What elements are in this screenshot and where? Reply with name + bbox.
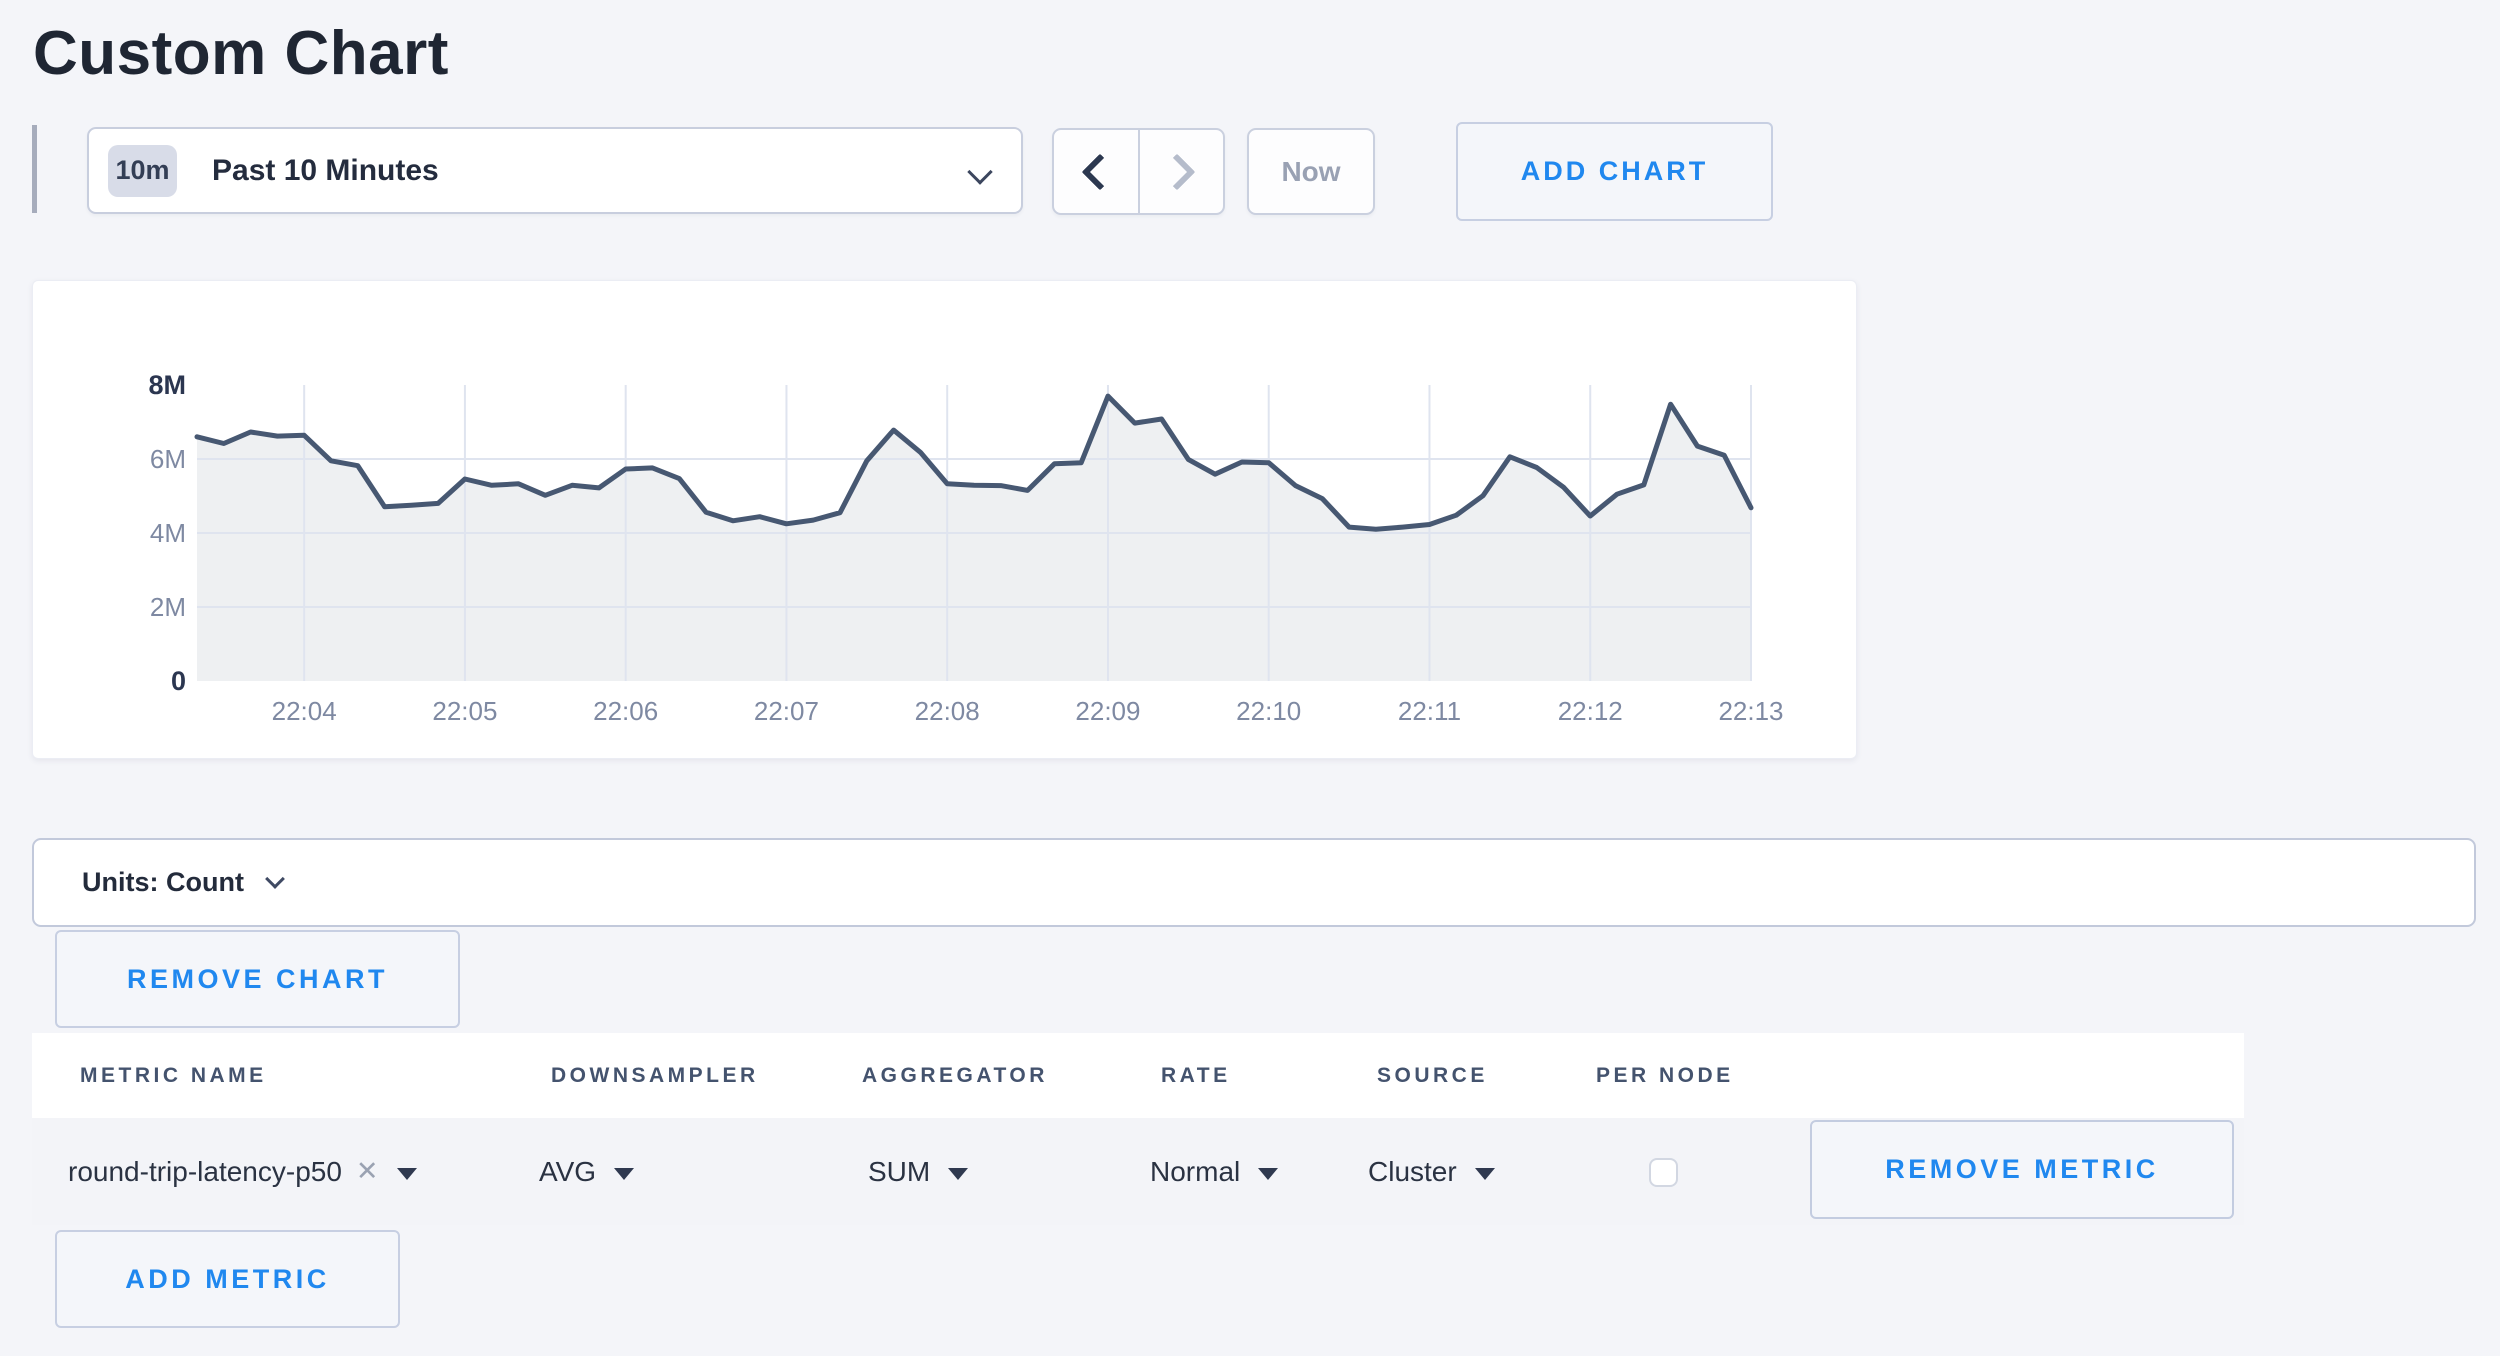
chevron-left-icon: [1081, 153, 1119, 190]
chevron-right-icon: [1158, 153, 1196, 190]
time-prev-button[interactable]: [1054, 130, 1140, 213]
y-axis-label: 8M: [148, 370, 186, 400]
y-axis-label: 6M: [149, 444, 186, 474]
rate-value: Normal: [1150, 1155, 1241, 1187]
downsampler-value: AVG: [539, 1155, 597, 1187]
column-header-downsampler: DOWNSAMPLER: [551, 1064, 759, 1087]
caret-down-icon: [1474, 1167, 1495, 1180]
data-line: [194, 393, 1754, 532]
column-header-aggregator: AGGREGATOR: [862, 1064, 1048, 1087]
column-header-metric-name: METRIC NAME: [80, 1064, 267, 1087]
x-axis-label: 22:04: [271, 696, 337, 726]
remove-metric-button[interactable]: REMOVE METRIC: [1810, 1120, 2234, 1219]
rate-select[interactable]: Normal: [1150, 1118, 1279, 1225]
time-range-label: Past 10 Minutes: [212, 153, 439, 187]
column-header-per-node: PER NODE: [1596, 1064, 1734, 1087]
time-range-badge: 10m: [108, 144, 177, 197]
time-selector-accent-bar: [32, 125, 37, 213]
x-axis-label: 22:08: [914, 696, 980, 726]
timeseries-area-chart: [194, 385, 1754, 681]
x-axis-label: 22:07: [753, 696, 819, 726]
caret-down-icon: [396, 1167, 417, 1180]
caret-down-icon: [1258, 1167, 1279, 1180]
x-axis-label: 22:13: [1718, 696, 1784, 726]
caret-down-icon: [614, 1167, 635, 1180]
chart-card: 8M 6M 4M 2M 0 22:04 22:05 22:06 22:07 22:08 22:09 2…: [32, 280, 1857, 759]
clear-metric-icon[interactable]: ✕: [355, 1156, 379, 1186]
metrics-table-header: METRIC NAME DOWNSAMPLER AGGREGATOR RATE …: [32, 1033, 2244, 1118]
x-axis-label: 22:09: [1075, 696, 1141, 726]
metric-name-value: round-trip-latency-p50: [68, 1155, 342, 1187]
aggregator-value: SUM: [868, 1155, 931, 1187]
time-nav-group: [1052, 128, 1225, 215]
y-axis-label: 0: [170, 666, 186, 696]
units-dropdown[interactable]: Units: Count: [32, 838, 2476, 927]
time-range-dropdown[interactable]: 10m Past 10 Minutes: [87, 127, 1023, 214]
add-chart-button[interactable]: ADD CHART: [1456, 122, 1773, 221]
y-axis-label: 2M: [149, 592, 186, 622]
area-fill: [197, 396, 1751, 681]
aggregator-select[interactable]: SUM: [868, 1118, 969, 1225]
time-next-button[interactable]: [1140, 130, 1224, 213]
x-axis-label: 22:10: [1236, 696, 1302, 726]
x-axis-label: 22:05: [432, 696, 498, 726]
x-axis-label: 22:12: [1557, 696, 1623, 726]
y-axis-label: 4M: [149, 518, 186, 548]
x-axis-label: 22:06: [593, 696, 659, 726]
units-label: Units: Count: [82, 867, 244, 897]
per-node-checkbox[interactable]: [1649, 1158, 1678, 1187]
downsampler-select[interactable]: AVG: [539, 1118, 635, 1225]
remove-chart-button[interactable]: REMOVE CHART: [55, 930, 460, 1028]
chevron-down-icon: [967, 159, 993, 185]
page-title: Custom Chart: [33, 19, 449, 88]
now-button[interactable]: Now: [1247, 128, 1375, 215]
source-select[interactable]: Cluster: [1368, 1118, 1495, 1225]
add-metric-button[interactable]: ADD METRIC: [55, 1230, 400, 1328]
metric-name-select[interactable]: round-trip-latency-p50 ✕: [68, 1118, 417, 1225]
source-value: Cluster: [1368, 1155, 1457, 1187]
chevron-down-icon: [265, 868, 285, 889]
column-header-rate: RATE: [1161, 1064, 1231, 1087]
column-header-source: SOURCE: [1377, 1064, 1488, 1087]
caret-down-icon: [948, 1167, 969, 1180]
x-axis-label: 22:11: [1397, 696, 1462, 726]
